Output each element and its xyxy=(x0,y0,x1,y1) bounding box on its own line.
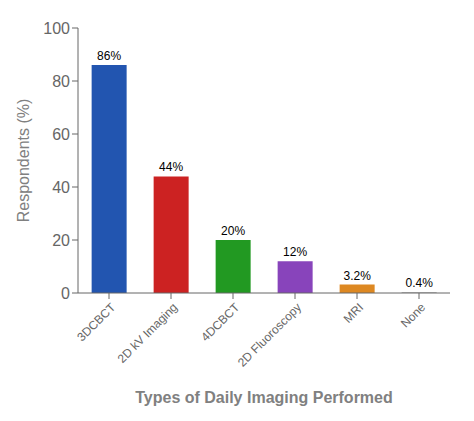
svg-text:3DCBCT: 3DCBCT xyxy=(74,300,118,344)
svg-text:0.4%: 0.4% xyxy=(405,276,433,290)
svg-text:MRI: MRI xyxy=(341,300,366,325)
svg-text:0: 0 xyxy=(61,285,70,302)
svg-text:Respondents (%): Respondents (%) xyxy=(15,99,32,223)
svg-text:Types of Daily Imaging Perform: Types of Daily Imaging Performed xyxy=(135,389,393,406)
svg-text:20: 20 xyxy=(52,232,70,249)
svg-text:40: 40 xyxy=(52,179,70,196)
svg-text:3.2%: 3.2% xyxy=(343,269,371,283)
svg-text:None: None xyxy=(398,300,428,330)
svg-text:100: 100 xyxy=(43,20,70,37)
svg-text:2D kV Imaging: 2D kV Imaging xyxy=(115,300,181,366)
svg-text:12%: 12% xyxy=(283,245,307,259)
svg-text:44%: 44% xyxy=(159,160,183,174)
svg-text:4DCBCT: 4DCBCT xyxy=(198,300,242,344)
svg-text:20%: 20% xyxy=(221,224,245,238)
svg-text:60: 60 xyxy=(52,126,70,143)
svg-text:86%: 86% xyxy=(97,49,121,63)
svg-text:2D Fluoroscopy: 2D Fluoroscopy xyxy=(235,300,304,369)
svg-text:80: 80 xyxy=(52,73,70,90)
